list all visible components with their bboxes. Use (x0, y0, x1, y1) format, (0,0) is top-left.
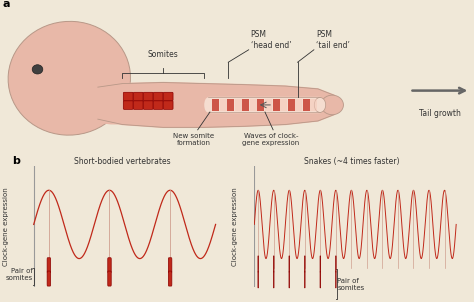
FancyBboxPatch shape (227, 98, 234, 111)
FancyBboxPatch shape (303, 98, 310, 111)
Text: Somites: Somites (148, 50, 178, 59)
FancyBboxPatch shape (143, 92, 153, 101)
FancyBboxPatch shape (289, 272, 290, 288)
FancyBboxPatch shape (289, 256, 290, 272)
FancyBboxPatch shape (288, 98, 295, 111)
FancyBboxPatch shape (273, 256, 274, 272)
FancyBboxPatch shape (295, 98, 302, 111)
FancyBboxPatch shape (304, 272, 305, 288)
Ellipse shape (314, 98, 326, 112)
FancyBboxPatch shape (47, 258, 51, 273)
FancyBboxPatch shape (47, 271, 51, 286)
Ellipse shape (321, 95, 344, 115)
Text: New somite
formation: New somite formation (173, 133, 214, 146)
Text: Tail growth: Tail growth (419, 109, 461, 118)
Text: Snakes (~4 times faster): Snakes (~4 times faster) (304, 157, 399, 166)
Text: Clock-gene expression: Clock-gene expression (232, 187, 238, 266)
Ellipse shape (8, 21, 130, 135)
FancyBboxPatch shape (304, 256, 305, 272)
FancyBboxPatch shape (265, 98, 272, 111)
FancyBboxPatch shape (123, 101, 133, 109)
FancyBboxPatch shape (143, 101, 153, 109)
Text: a: a (2, 0, 9, 9)
Polygon shape (208, 98, 320, 112)
FancyBboxPatch shape (163, 92, 173, 101)
FancyBboxPatch shape (168, 258, 172, 273)
FancyBboxPatch shape (212, 98, 219, 111)
FancyBboxPatch shape (257, 98, 264, 111)
Text: Pair of
somites: Pair of somites (337, 278, 365, 291)
Text: Pair of
somites: Pair of somites (6, 268, 33, 281)
FancyBboxPatch shape (133, 92, 143, 101)
FancyBboxPatch shape (250, 98, 257, 111)
FancyBboxPatch shape (108, 271, 111, 286)
FancyBboxPatch shape (310, 98, 318, 111)
Text: b: b (12, 156, 20, 166)
FancyBboxPatch shape (108, 258, 111, 273)
FancyBboxPatch shape (219, 98, 227, 111)
Text: Clock-gene expression: Clock-gene expression (3, 187, 9, 266)
FancyBboxPatch shape (235, 98, 242, 111)
FancyBboxPatch shape (153, 101, 163, 109)
Text: Waves of clock-
gene expression: Waves of clock- gene expression (243, 133, 300, 146)
FancyBboxPatch shape (153, 92, 163, 101)
FancyBboxPatch shape (242, 98, 249, 111)
Text: Short-bodied vertebrates: Short-bodied vertebrates (73, 157, 170, 166)
FancyBboxPatch shape (280, 98, 287, 111)
FancyBboxPatch shape (133, 101, 143, 109)
FancyBboxPatch shape (123, 92, 133, 101)
Ellipse shape (204, 98, 211, 112)
FancyBboxPatch shape (168, 271, 172, 286)
Text: PSM
‘tail end’: PSM ‘tail end’ (316, 31, 350, 50)
FancyBboxPatch shape (163, 101, 173, 109)
Polygon shape (98, 82, 334, 127)
Circle shape (32, 65, 43, 74)
FancyBboxPatch shape (273, 272, 274, 288)
FancyBboxPatch shape (273, 98, 280, 111)
Ellipse shape (77, 82, 151, 124)
Text: PSM
‘head end’: PSM ‘head end’ (251, 31, 292, 50)
